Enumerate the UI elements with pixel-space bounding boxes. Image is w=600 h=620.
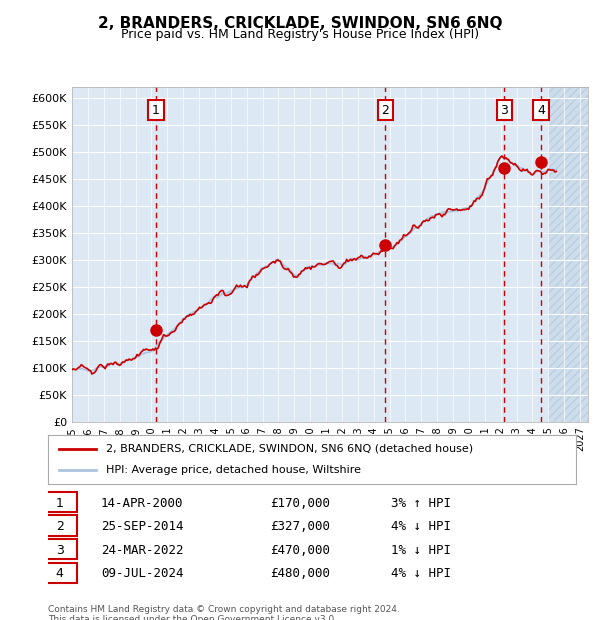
Text: 4: 4 [537,104,545,117]
Text: 1: 1 [56,497,64,510]
Bar [548,87,588,422]
Text: 14-APR-2000: 14-APR-2000 [101,497,184,510]
FancyBboxPatch shape [43,492,77,512]
Text: 2: 2 [382,104,389,117]
Text: 1: 1 [152,104,160,117]
Text: 09-JUL-2024: 09-JUL-2024 [101,567,184,580]
Text: 3: 3 [500,104,508,117]
Text: 2, BRANDERS, CRICKLADE, SWINDON, SN6 6NQ: 2, BRANDERS, CRICKLADE, SWINDON, SN6 6NQ [98,16,502,30]
Text: HPI: Average price, detached house, Wiltshire: HPI: Average price, detached house, Wilt… [106,465,361,475]
Text: 2: 2 [56,520,64,533]
Text: Contains HM Land Registry data © Crown copyright and database right 2024.
This d: Contains HM Land Registry data © Crown c… [48,604,400,620]
Text: 24-MAR-2022: 24-MAR-2022 [101,544,184,557]
Text: £470,000: £470,000 [270,544,330,557]
Text: £480,000: £480,000 [270,567,330,580]
Text: Price paid vs. HM Land Registry's House Price Index (HPI): Price paid vs. HM Land Registry's House … [121,28,479,41]
Text: £170,000: £170,000 [270,497,330,510]
Text: 4: 4 [56,567,64,580]
FancyBboxPatch shape [43,562,77,583]
Text: 3: 3 [56,544,64,557]
Text: 4% ↓ HPI: 4% ↓ HPI [391,567,451,580]
Text: 25-SEP-2014: 25-SEP-2014 [101,520,184,533]
Text: 1% ↓ HPI: 1% ↓ HPI [391,544,451,557]
FancyBboxPatch shape [43,539,77,559]
Text: 3% ↑ HPI: 3% ↑ HPI [391,497,451,510]
Text: 2, BRANDERS, CRICKLADE, SWINDON, SN6 6NQ (detached house): 2, BRANDERS, CRICKLADE, SWINDON, SN6 6NQ… [106,444,473,454]
FancyBboxPatch shape [43,515,77,536]
Text: £327,000: £327,000 [270,520,330,533]
Text: 4% ↓ HPI: 4% ↓ HPI [391,520,451,533]
